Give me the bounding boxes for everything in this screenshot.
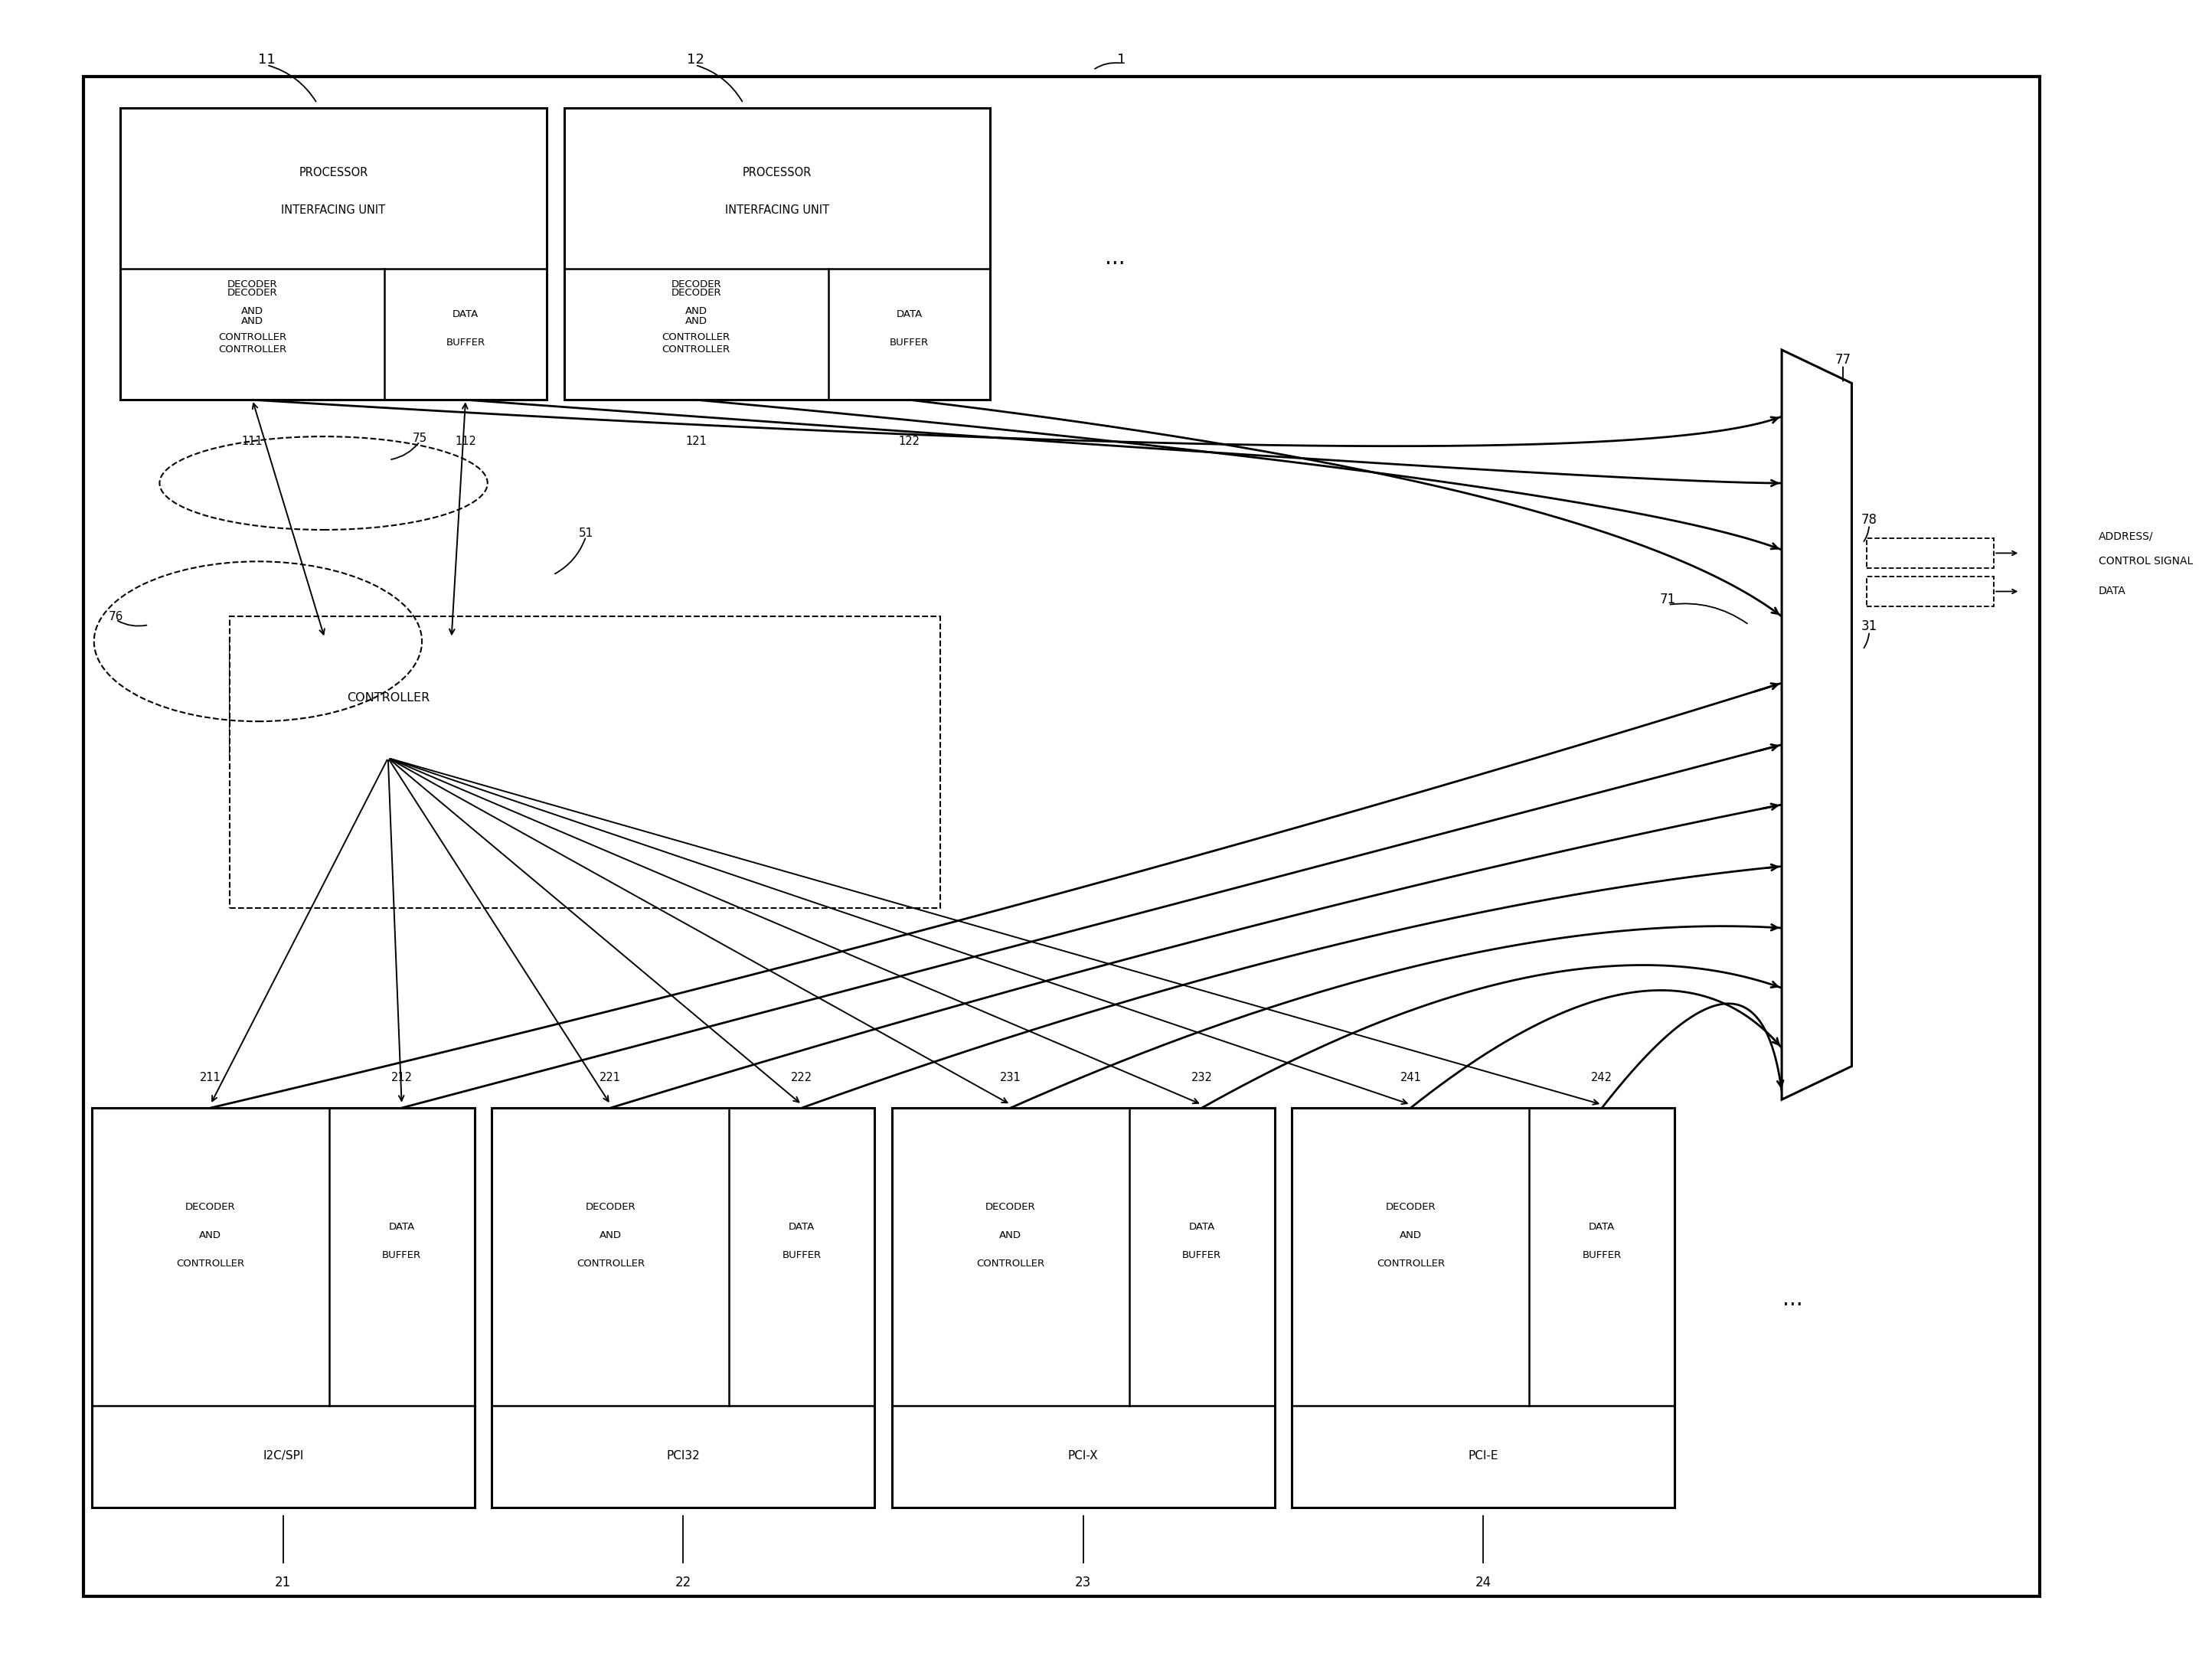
Text: 112: 112 [456,436,476,446]
Text: DECODER: DECODER [987,1201,1035,1211]
Text: DATA: DATA [896,310,922,320]
Text: AND: AND [199,1230,221,1240]
Text: BUFFER: BUFFER [889,338,929,348]
Text: AND: AND [686,307,708,317]
Text: I2C/SPI: I2C/SPI [263,1449,303,1461]
Text: 76: 76 [108,611,124,621]
Text: AND: AND [1000,1230,1022,1240]
Text: DECODER: DECODER [228,288,276,298]
Text: PROCESSOR: PROCESSOR [299,167,367,178]
Text: AND: AND [686,317,708,327]
Text: 242: 242 [1590,1073,1613,1083]
Text: DATA: DATA [1588,1221,1615,1231]
Text: 211: 211 [199,1073,221,1083]
Text: 12: 12 [686,53,703,67]
Text: DECODER: DECODER [586,1201,635,1211]
Text: DECODER: DECODER [670,280,721,290]
Polygon shape [1781,350,1851,1100]
Text: BUFFER: BUFFER [1181,1250,1221,1259]
Text: CONTROLLER: CONTROLLER [661,345,730,355]
Bar [1867,538,1993,568]
Text: CONTROLLER: CONTROLLER [577,1258,644,1268]
Text: AND: AND [1400,1230,1422,1240]
Text: 241: 241 [1400,1073,1422,1083]
Bar [491,1108,874,1508]
Text: DATA: DATA [790,1221,814,1231]
Text: CONTROLLER: CONTROLLER [1376,1258,1444,1268]
Bar [1867,576,1993,606]
Text: 78: 78 [1860,513,1878,526]
Text: DATA: DATA [453,310,478,320]
Text: CONTROL SIGNAL: CONTROL SIGNAL [2099,556,2192,566]
Text: 22: 22 [675,1576,692,1589]
Bar [84,77,2039,1596]
Text: DECODER: DECODER [1385,1201,1436,1211]
Text: DATA: DATA [1188,1221,1214,1231]
Bar [119,108,546,400]
Text: 75: 75 [411,433,427,443]
Text: AND: AND [241,317,263,327]
Text: 11: 11 [259,53,276,67]
Text: 71: 71 [1659,593,1677,606]
Text: 232: 232 [1192,1073,1212,1083]
Text: ADDRESS/: ADDRESS/ [2099,531,2154,541]
Text: AND: AND [241,307,263,317]
Text: 21: 21 [274,1576,292,1589]
Text: 111: 111 [241,436,263,446]
Bar [564,108,991,400]
Bar [1292,1108,1674,1508]
Text: 31: 31 [1860,620,1878,633]
Text: PCI32: PCI32 [666,1449,699,1461]
Text: 24: 24 [1475,1576,1491,1589]
Text: 1: 1 [1117,53,1126,67]
Text: DATA: DATA [389,1221,416,1231]
Text: 121: 121 [686,436,708,446]
Text: CONTROLLER: CONTROLLER [661,333,730,343]
Text: PCI-E: PCI-E [1469,1449,1498,1461]
Text: DECODER: DECODER [186,1201,234,1211]
Text: 122: 122 [898,436,920,446]
Text: ...: ... [1783,1289,1803,1309]
Text: ...: ... [1104,248,1126,268]
Text: 222: 222 [792,1073,812,1083]
Text: DATA: DATA [2099,586,2126,596]
Text: 231: 231 [1000,1073,1022,1083]
Text: BUFFER: BUFFER [383,1250,420,1259]
Text: 212: 212 [392,1073,411,1083]
Text: PCI-X: PCI-X [1068,1449,1099,1461]
Text: BUFFER: BUFFER [783,1250,821,1259]
Text: 23: 23 [1075,1576,1091,1589]
Text: CONTROLLER: CONTROLLER [177,1258,246,1268]
Bar [891,1108,1274,1508]
Text: BUFFER: BUFFER [1582,1250,1621,1259]
Text: CONTROLLER: CONTROLLER [347,693,429,703]
Bar [93,1108,473,1508]
Text: CONTROLLER: CONTROLLER [219,345,288,355]
Text: PROCESSOR: PROCESSOR [743,167,812,178]
Text: DECODER: DECODER [670,288,721,298]
Text: 51: 51 [580,528,593,538]
Text: INTERFACING UNIT: INTERFACING UNIT [281,205,385,217]
Text: 221: 221 [599,1073,622,1083]
Text: CONTROLLER: CONTROLLER [975,1258,1044,1268]
Bar [230,638,546,758]
Text: CONTROLLER: CONTROLLER [219,333,288,343]
Text: DECODER: DECODER [228,280,276,290]
Text: 77: 77 [1836,353,1851,367]
Text: BUFFER: BUFFER [447,338,484,348]
Text: AND: AND [599,1230,622,1240]
Text: INTERFACING UNIT: INTERFACING UNIT [726,205,830,217]
Bar [230,616,940,908]
